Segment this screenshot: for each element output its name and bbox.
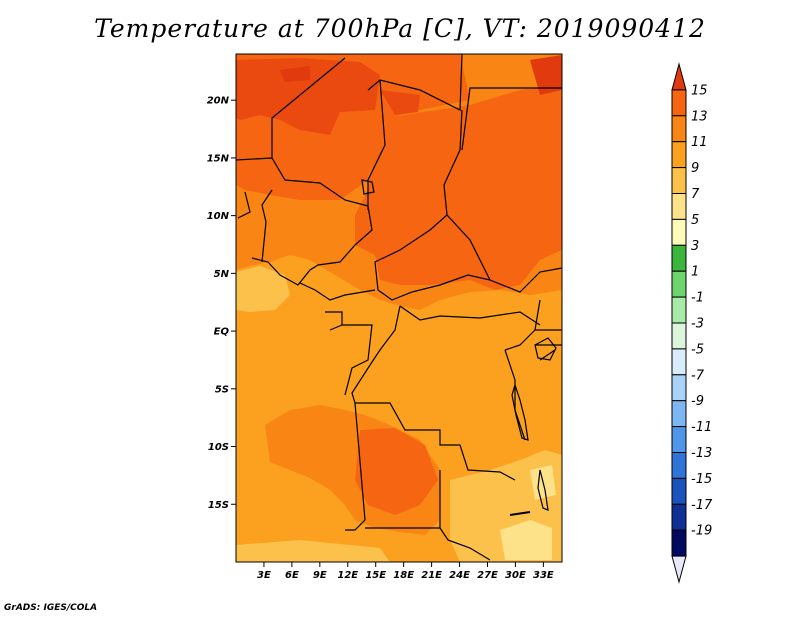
lon-tick-label: 27E [477, 570, 498, 581]
colorbar-label: -1 [691, 291, 704, 306]
field-3-5-a [500, 520, 552, 560]
border-lines [236, 54, 562, 561]
colorbar-label: 15 [691, 83, 708, 98]
colorbar-label: 9 [691, 161, 699, 176]
colorbar-label: -7 [691, 368, 705, 383]
field-13-15-c [530, 55, 562, 95]
colorbar-label: -3 [691, 317, 704, 332]
colorbar-label: -19 [691, 524, 712, 539]
lon-tick-label: 9E [313, 570, 327, 581]
colorbar-label: 3 [691, 239, 699, 254]
colorbar-segment [671, 400, 687, 428]
colorbar-segment [671, 348, 687, 376]
colorbar-segment [671, 89, 687, 117]
credit-label: GrADS: IGES/COLA [4, 603, 98, 613]
lon-tick-label: 18E [393, 570, 414, 581]
colorbar-segment [671, 426, 687, 454]
colorbar-segment [671, 452, 687, 479]
field-5-7-west [236, 266, 290, 312]
lon-tick-label: 33E [533, 570, 554, 581]
colorbar-label: 11 [691, 135, 708, 150]
lake-malawi [537, 469, 549, 511]
colorbar-segment [671, 115, 687, 143]
field-13-15-b [380, 90, 420, 115]
lake-chad [361, 179, 375, 195]
lat-tick-label: 5S [215, 384, 229, 395]
lon-tick-label: 30E [505, 570, 526, 581]
colorbar-label: 13 [691, 109, 708, 124]
colorbar-label: -17 [691, 498, 713, 513]
colorbar-segment [671, 296, 687, 324]
colorbar-label: -9 [691, 394, 704, 409]
colorbar-under-triangle [671, 555, 687, 584]
colorbar-segment [671, 244, 687, 272]
colorbar-segment [671, 374, 687, 402]
colorbar: 15 13 11 9 7 5 3 1 -1 -3 -5 -7 -9 -11 -13 -15 -17 -19 [671, 62, 713, 584]
colorbar-segment [671, 167, 687, 195]
colorbar-label: 1 [691, 265, 699, 280]
colorbar-label: -11 [691, 420, 712, 435]
colorbar-label: -5 [691, 342, 704, 357]
lat-tick-label: EQ [214, 327, 230, 338]
lat-tick-label: 10S [208, 442, 229, 453]
colorbar-segment [671, 322, 687, 350]
longitude-axis: 3E 6E 9E 12E 15E 18E 21E 24E 27E 30E 33E [257, 562, 554, 581]
field-11-13-east [355, 85, 562, 290]
lon-tick-label: 12E [337, 570, 358, 581]
colorbar-segment [671, 193, 687, 220]
colorbar-label: 5 [691, 213, 699, 228]
colorbar-segment [671, 218, 687, 246]
lat-tick-label: 20N [207, 96, 230, 107]
latitude-axis: 20N 15N 10N 5N EQ 5S 10S 15S [207, 96, 236, 511]
map-frame [235, 53, 563, 563]
field-13-15-a [236, 58, 380, 135]
map-title: Temperature at 700hPa [C], VT: 201909041… [94, 14, 706, 43]
lake-victoria [534, 337, 557, 361]
field-5-7-south [236, 540, 390, 562]
colorbar-label: -13 [691, 446, 712, 461]
colorbar-segment [671, 503, 687, 531]
lon-tick-label: 21E [421, 570, 442, 581]
lat-tick-label: 15S [208, 500, 229, 511]
lat-tick-label: 15N [207, 153, 230, 164]
lon-tick-label: 15E [365, 570, 386, 581]
colorbar-segment [671, 141, 687, 169]
colorbar-over-triangle [671, 62, 687, 91]
lat-tick-label: 10N [207, 211, 230, 222]
colorbar-segment [671, 529, 687, 557]
lon-tick-label: 3E [257, 570, 271, 581]
lake-tanganyika [511, 383, 529, 441]
colorbar-label: -15 [691, 472, 712, 487]
colorbar-segment [671, 477, 687, 505]
lake-kariba [509, 511, 531, 516]
lat-tick-label: 5N [214, 269, 230, 280]
colorbar-segment [671, 270, 687, 298]
field-11-13-angola [355, 428, 438, 515]
colorbar-label: 7 [691, 187, 700, 202]
lon-tick-label: 6E [285, 570, 299, 581]
lon-tick-label: 24E [449, 570, 470, 581]
country-borders [236, 54, 562, 561]
field-13-15-d [280, 66, 310, 82]
